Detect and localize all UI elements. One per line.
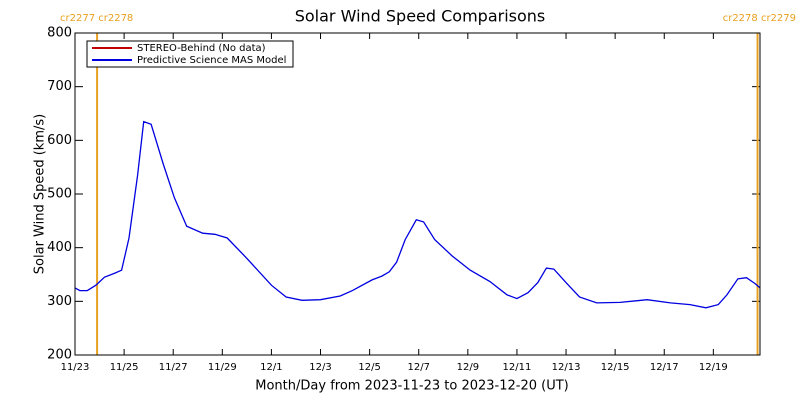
- x-tick-label: 12/17: [650, 362, 679, 373]
- y-tick-label: 700: [47, 79, 72, 94]
- legend-box: [86, 40, 294, 68]
- rotation-label: cr2277 cr2278: [60, 13, 133, 24]
- y-tick-label: 500: [47, 187, 72, 202]
- x-tick-label: 12/5: [358, 362, 380, 373]
- x-tick-label: 11/23: [61, 362, 90, 373]
- x-tick-label: 12/9: [457, 362, 479, 373]
- x-axis-label: Month/Day from 2023-11-23 to 2023-12-20 …: [255, 379, 568, 394]
- y-axis-label: Solar Wind Speed (km/s): [33, 114, 48, 274]
- x-tick-label: 12/19: [699, 362, 728, 373]
- x-tick-label: 11/29: [208, 362, 237, 373]
- y-tick-label: 600: [47, 133, 72, 148]
- plot-frame: [74, 32, 761, 356]
- x-tick-label: 11/27: [159, 362, 188, 373]
- legend-label: Predictive Science MAS Model: [137, 55, 286, 66]
- x-tick-label: 12/13: [552, 362, 581, 373]
- series-line: [74, 120, 761, 309]
- rotation-label: cr2278 cr2279: [723, 13, 796, 24]
- y-tick-label: 200: [47, 348, 72, 363]
- y-tick-label: 800: [47, 26, 72, 41]
- chart-title: Solar Wind Speed Comparisons: [295, 7, 546, 26]
- x-tick-label: 12/7: [407, 362, 429, 373]
- x-tick-label: 11/25: [110, 362, 139, 373]
- x-tick-label: 12/3: [309, 362, 331, 373]
- x-tick-label: 12/1: [260, 362, 282, 373]
- x-tick-label: 12/15: [601, 362, 630, 373]
- y-tick-label: 300: [47, 294, 72, 309]
- y-tick-label: 400: [47, 240, 72, 255]
- legend-label: STEREO-Behind (No data): [137, 43, 266, 54]
- x-tick-label: 12/11: [503, 362, 532, 373]
